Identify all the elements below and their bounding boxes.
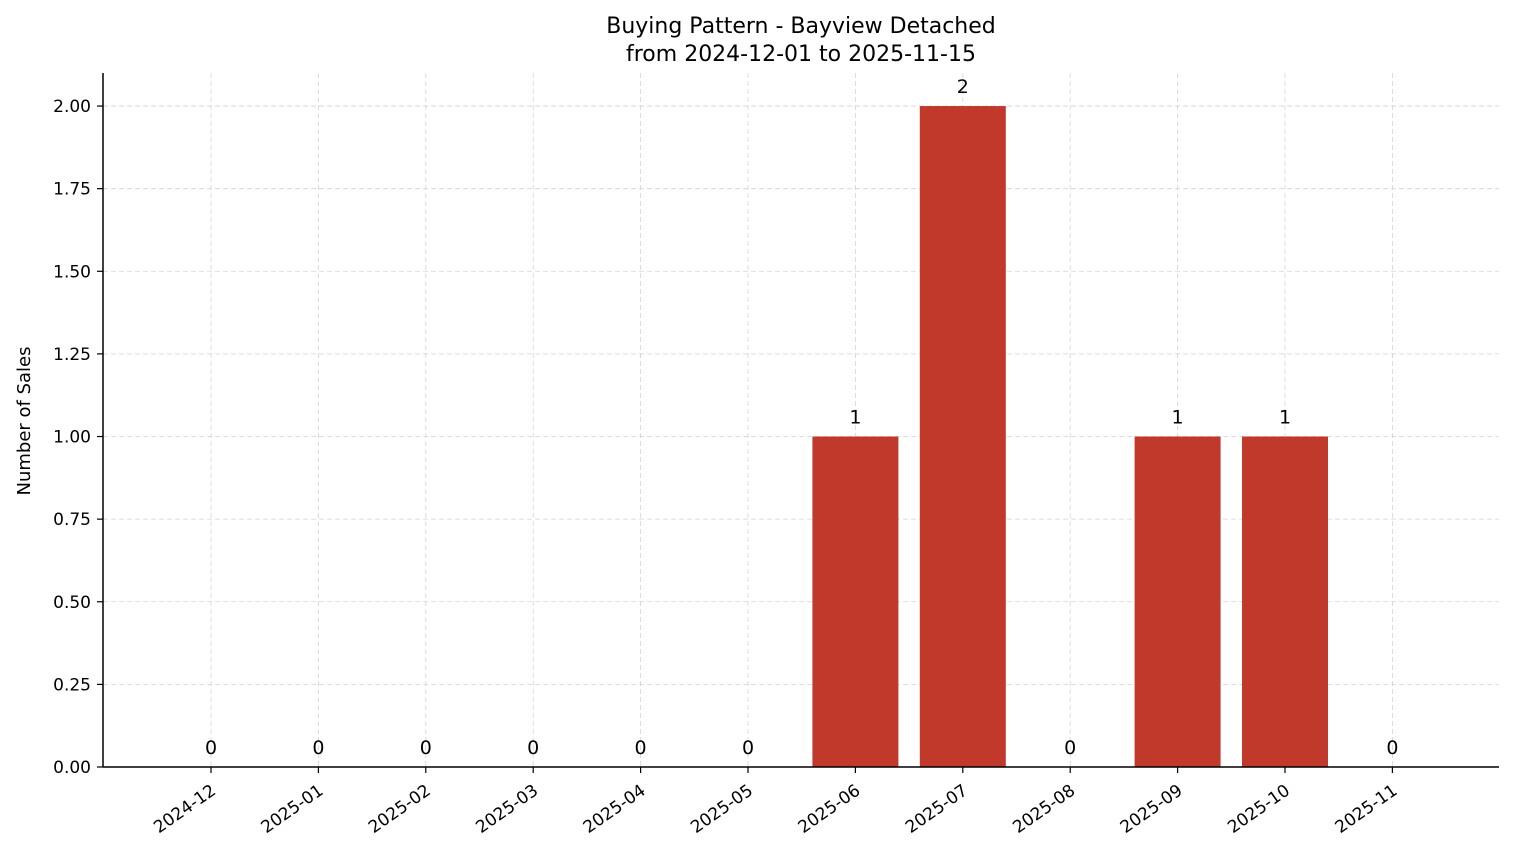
y-tick-label: 1.00 bbox=[53, 428, 91, 448]
bar-data-label: 0 bbox=[527, 737, 539, 759]
bars bbox=[812, 106, 1328, 768]
x-tick-label: 2025-07 bbox=[902, 781, 972, 838]
y-tick-label: 1.50 bbox=[53, 262, 91, 282]
y-tick-label: 0.75 bbox=[53, 510, 91, 530]
bar-data-label: 1 bbox=[849, 407, 861, 429]
bar-data-label: 0 bbox=[742, 737, 754, 759]
x-tick-label: 2025-09 bbox=[1117, 781, 1187, 838]
bar-data-label: 0 bbox=[1064, 737, 1076, 759]
y-tick-label: 0.25 bbox=[53, 675, 91, 695]
y-tick-label: 1.25 bbox=[53, 345, 91, 365]
y-ticks: 0.00 0.25 0.50 0.75 1.00 1.25 1.50 1.75 2.00 bbox=[53, 97, 103, 778]
x-tick-label: 2025-02 bbox=[365, 781, 435, 838]
bar-data-label: 2 bbox=[957, 76, 969, 98]
y-tick-label: 0.50 bbox=[53, 593, 91, 613]
bar-data-label: 0 bbox=[420, 737, 432, 759]
x-tick-label: 2025-10 bbox=[1224, 781, 1294, 838]
x-tick-label: 2025-06 bbox=[795, 781, 865, 838]
bar-data-label: 0 bbox=[1386, 737, 1398, 759]
bar bbox=[812, 436, 899, 767]
chart-subtitle: from 2024-12-01 to 2025-11-15 bbox=[626, 42, 976, 67]
x-tick-label: 2025-04 bbox=[580, 781, 650, 838]
x-ticks: 2024-12 2025-01 2025-02 2025-03 2025-04 2025-… bbox=[150, 767, 1401, 838]
y-tick-label: 0.00 bbox=[53, 758, 91, 778]
x-tick-label: 2024-12 bbox=[150, 781, 220, 838]
bar-data-label: 0 bbox=[312, 737, 324, 759]
y-axis-label: Number of Sales bbox=[14, 346, 35, 495]
bar-data-label: 1 bbox=[1172, 407, 1184, 429]
x-tick-label: 2025-03 bbox=[472, 781, 542, 838]
bar-data-label: 0 bbox=[205, 737, 217, 759]
bar-data-label: 0 bbox=[635, 737, 647, 759]
x-tick-label: 2025-05 bbox=[687, 781, 757, 838]
bar bbox=[1134, 436, 1221, 767]
bar-data-label: 1 bbox=[1279, 407, 1291, 429]
bar bbox=[919, 106, 1006, 768]
y-tick-label: 2.00 bbox=[53, 97, 91, 117]
x-tick-label: 2025-01 bbox=[258, 781, 328, 838]
bar bbox=[1242, 436, 1328, 767]
data-labels: 0 0 0 0 0 0 1 2 0 1 1 0 bbox=[205, 76, 1398, 759]
x-tick-label: 2025-11 bbox=[1332, 781, 1402, 838]
y-tick-label: 1.75 bbox=[53, 180, 91, 200]
x-tick-label: 2025-08 bbox=[1009, 781, 1079, 838]
chart-title: Buying Pattern - Bayview Detached bbox=[606, 14, 996, 39]
